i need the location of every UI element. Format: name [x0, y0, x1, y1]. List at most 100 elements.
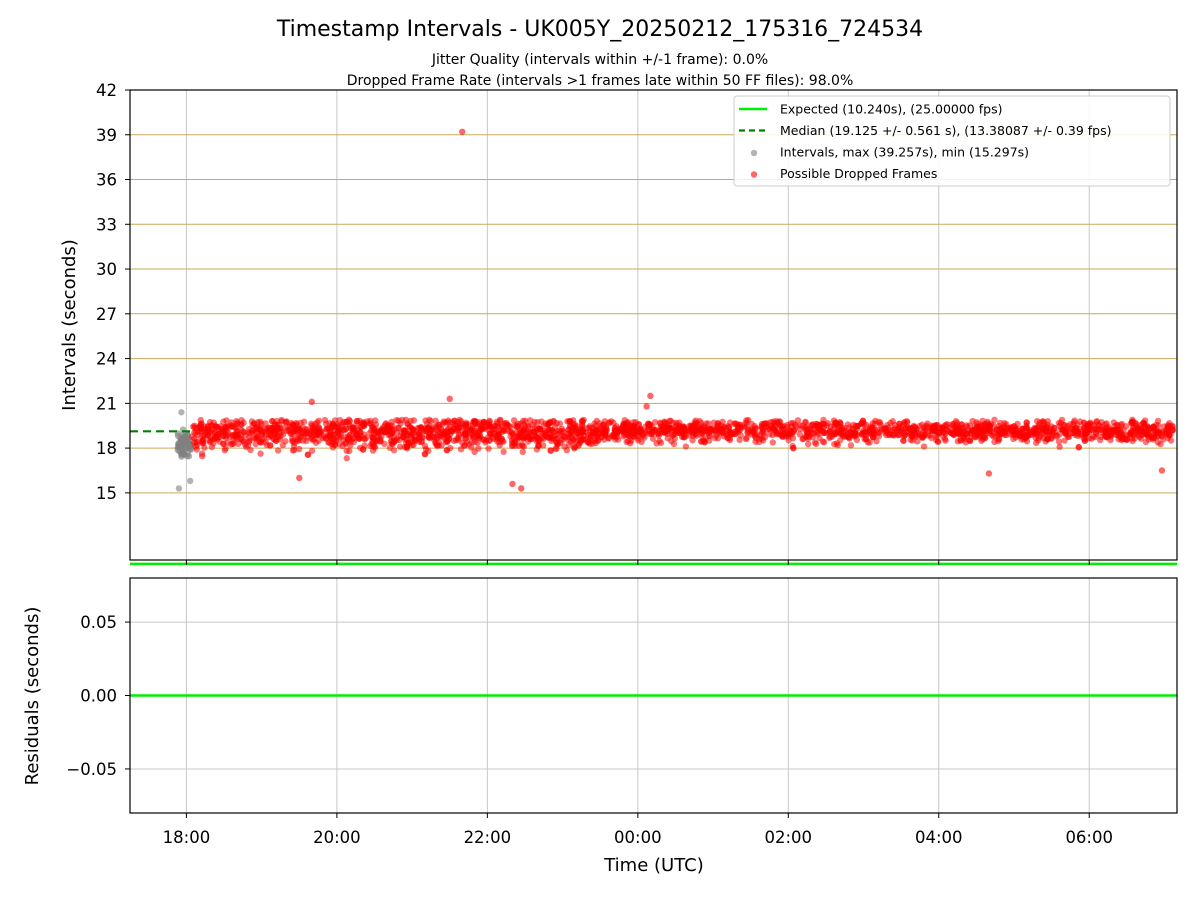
bottom-ytick-label-1: 0.00	[80, 687, 117, 706]
dropped-frame-point	[913, 425, 920, 433]
dropped-frame-point	[1123, 436, 1130, 443]
dropped-frame-point	[779, 422, 787, 429]
dropped-frame-point	[444, 437, 451, 444]
dropped-frame-point	[804, 440, 812, 448]
dropped-frame-point	[579, 428, 586, 436]
dropped-frame-point	[589, 429, 597, 436]
dropped-frame-point	[546, 420, 553, 427]
dropped-frame-point	[958, 421, 965, 428]
dropped-frame-point	[536, 426, 544, 433]
dropped-frame-point	[400, 433, 407, 441]
dropped-frame-point	[382, 428, 389, 436]
dropped-frame-point	[568, 429, 575, 436]
legend-label-1: Median (19.125 +/- 0.561 s), (13.38087 +…	[780, 123, 1111, 138]
legend-swatch-dropped	[750, 171, 758, 178]
dropped-frame-point	[208, 422, 215, 429]
dropped-frame-point	[623, 438, 630, 446]
dropped-frame-point	[1113, 427, 1120, 434]
dropped-frame-point	[486, 430, 494, 437]
dropped-frame-point	[1042, 427, 1049, 435]
dropped-frame-point	[771, 422, 779, 430]
dropped-frame-point	[267, 442, 274, 449]
dropped-frame-point	[796, 431, 803, 438]
dropped-frame-point	[361, 435, 369, 443]
legend: Expected (10.240s), (25.00000 fps) Median…	[733, 95, 1171, 187]
dropped-frame-point	[921, 431, 928, 438]
interval-point	[184, 450, 192, 457]
dropped-frame-point	[205, 426, 212, 434]
dropped-frame-point	[1154, 429, 1161, 436]
dropped-frame-point	[820, 416, 827, 424]
dropped-frame-point	[1055, 438, 1063, 445]
dropped-frame-point	[811, 439, 819, 446]
dropped-frame-point	[1080, 425, 1088, 432]
dropped-frame-point	[902, 424, 909, 432]
dropped-frame-point	[1140, 419, 1147, 427]
dropped-frame-point	[651, 427, 659, 434]
dropped-frame-point	[920, 424, 928, 431]
dropped-frame-point	[403, 443, 411, 450]
dropped-frame-point	[1127, 428, 1134, 436]
x-tick-label-22:00: 22:00	[464, 828, 512, 847]
dropped-frame-point	[967, 430, 975, 437]
dropped-frame-point	[747, 431, 755, 438]
dropped-frame-point	[689, 437, 696, 444]
dropped-frame-point	[840, 433, 847, 440]
dropped-frame-point	[279, 442, 287, 449]
dropped-frame-point	[519, 448, 526, 456]
dropped-frame-point	[1129, 418, 1137, 425]
dropped-frame-point	[223, 417, 230, 424]
dropped-frame-point	[745, 416, 752, 424]
dropped-frame-point	[1055, 419, 1063, 427]
dropped-frame-point	[838, 426, 846, 433]
dropped-frame-point	[711, 434, 719, 442]
dropped-frame-point	[500, 448, 507, 455]
dropped-frame-point	[579, 422, 586, 429]
dropped-frame-point	[242, 431, 249, 439]
dropped-frame-point	[830, 431, 838, 438]
dropped-frame-point	[662, 426, 670, 434]
dropped-frame-point	[653, 440, 660, 447]
chart-title: Timestamp Intervals - UK005Y_20250212_17…	[276, 17, 923, 42]
dropped-frame-point	[238, 421, 245, 428]
dropped-frame-point	[875, 432, 883, 440]
dropped-frame-point	[272, 437, 280, 444]
dropped-frame-point	[192, 428, 199, 436]
dropped-frame-point	[920, 443, 928, 450]
interval-point	[175, 485, 183, 492]
dropped-frame-outlier	[518, 485, 525, 492]
dropped-frame-point	[290, 442, 298, 449]
dropped-frame-point	[200, 436, 207, 443]
dropped-frame-outlier	[647, 392, 654, 400]
dropped-frame-point	[306, 430, 314, 437]
dropped-frame-point	[425, 434, 433, 441]
dropped-frame-point	[985, 423, 992, 430]
dropped-frame-outlier	[459, 128, 466, 135]
dropped-frame-point	[343, 418, 350, 426]
dropped-frame-point	[907, 431, 914, 438]
dropped-frame-point	[220, 440, 227, 448]
dropped-frame-point	[257, 439, 265, 446]
bottom-y-axis-label: Residuals (seconds)	[22, 607, 43, 786]
dropped-frame-point	[985, 429, 993, 437]
dropped-frame-point	[304, 451, 312, 458]
dropped-frame-point	[198, 450, 206, 457]
dropped-frame-point	[1081, 431, 1089, 438]
dropped-frame-point	[462, 421, 470, 428]
interval-point	[178, 409, 185, 416]
dropped-frame-point	[1000, 424, 1007, 431]
dropped-frame-point	[262, 420, 269, 427]
dropped-frame-point	[940, 433, 947, 441]
dropped-frame-point	[802, 418, 809, 426]
dropped-frame-point	[485, 445, 492, 452]
dropped-frame-point	[520, 443, 528, 450]
dropped-frame-point	[471, 448, 478, 456]
dropped-frame-point	[446, 419, 453, 426]
x-tick-label-06:00: 06:00	[1065, 828, 1113, 847]
dropped-frame-point	[785, 431, 792, 438]
dropped-frame-point	[952, 418, 960, 425]
dropped-frame-point	[201, 444, 208, 451]
dropped-frame-point	[191, 422, 198, 429]
dropped-frame-point	[411, 436, 419, 444]
dropped-frame-point	[271, 431, 278, 438]
